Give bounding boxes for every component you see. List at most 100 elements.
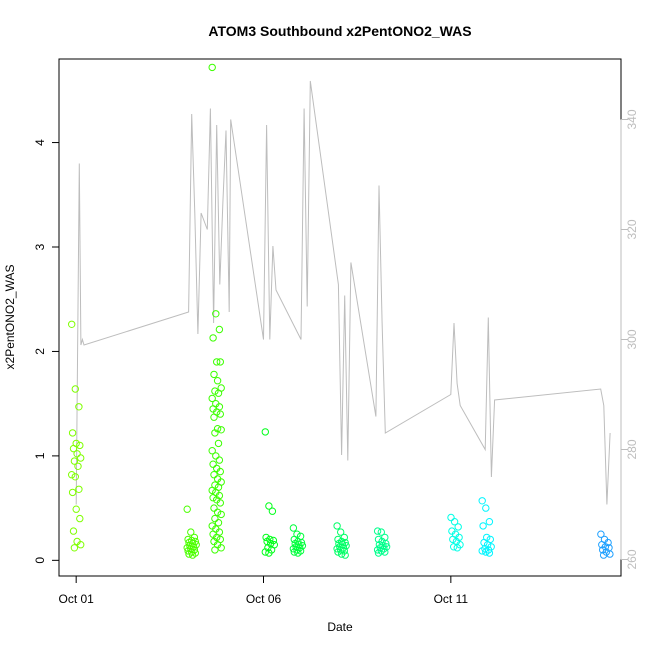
data-point (68, 429, 77, 437)
data-point (215, 325, 224, 334)
data-point (68, 488, 77, 497)
data-point (261, 548, 269, 556)
data-point (485, 518, 494, 526)
data-point (373, 527, 382, 535)
data-point (261, 428, 269, 436)
data-point (71, 473, 80, 481)
data-point (71, 385, 80, 393)
data-point (333, 545, 341, 553)
data-point (208, 447, 216, 455)
data-point (262, 533, 270, 542)
y2-tick-label: 320 (625, 219, 639, 239)
data-point (68, 471, 76, 479)
y-tick-label: 3 (33, 243, 47, 250)
data-point (294, 549, 302, 557)
y2-tick-label: 260 (625, 549, 639, 569)
data-point (333, 522, 341, 530)
y2-tick-label: 300 (625, 329, 639, 349)
data-point (209, 494, 217, 502)
data-point (212, 452, 220, 460)
data-point (70, 457, 79, 465)
data-point (341, 551, 349, 559)
y2-tick-label: 280 (625, 439, 639, 459)
data-point (479, 522, 487, 530)
data-point (211, 546, 219, 554)
data-point (77, 541, 85, 549)
data-point (213, 377, 222, 385)
data-point (216, 358, 225, 366)
data-point (75, 403, 83, 411)
data-point (597, 530, 605, 538)
data-point (69, 444, 78, 453)
data-point (217, 510, 225, 519)
data-point (478, 497, 486, 505)
data-point (485, 549, 494, 557)
data-point (210, 504, 218, 512)
data-point (68, 320, 76, 328)
data-point (76, 441, 84, 450)
data-point (209, 334, 217, 342)
data-point (216, 410, 225, 418)
data-point (289, 524, 298, 532)
y-axis-label: x2PentONO2_WAS (3, 265, 17, 370)
data-point (290, 535, 298, 544)
data-point (450, 543, 458, 551)
data-point (214, 439, 223, 448)
chart-axes: 0 1 2 3 4 260 280 300 320 340 Oct 01 Oct 06 Oct 11 (33, 109, 639, 606)
data-point (211, 387, 219, 395)
data-point (334, 548, 342, 556)
data-point (183, 505, 191, 513)
data-point (265, 549, 273, 557)
data-point (265, 502, 273, 510)
data-point (216, 467, 225, 476)
data-point (214, 519, 223, 527)
data-point (482, 504, 490, 512)
data-point (184, 547, 192, 555)
data-point (77, 454, 85, 462)
data-point (217, 426, 225, 434)
data-point (72, 505, 80, 513)
data-point (337, 528, 345, 536)
data-point (599, 546, 607, 554)
data-point (215, 456, 224, 464)
data-point (374, 535, 383, 544)
data-point (377, 528, 385, 536)
data-point (188, 551, 197, 559)
data-point (185, 550, 193, 558)
x-tick-label: Oct 11 (434, 592, 469, 606)
data-point (478, 547, 486, 555)
y-tick-label: 2 (33, 348, 47, 355)
data-point (334, 535, 342, 544)
data-point (73, 450, 81, 458)
series-line-right-axis (75, 80, 611, 505)
data-point (74, 462, 82, 470)
x-axis-label: Date (327, 620, 353, 634)
data-point (216, 499, 225, 507)
data-point (449, 535, 457, 544)
data-point (75, 485, 83, 493)
data-point (69, 527, 78, 535)
data-point (482, 548, 490, 556)
data-point (290, 548, 298, 556)
data-point (213, 508, 222, 516)
data-point (450, 518, 459, 526)
data-point (337, 550, 346, 558)
data-point (598, 541, 606, 549)
data-point (599, 551, 608, 559)
data-point (211, 514, 219, 523)
data-point (374, 549, 383, 557)
data-point (208, 63, 216, 72)
data-point (213, 358, 221, 366)
data-point (214, 389, 223, 397)
x-tick-label: Oct 01 (58, 592, 94, 606)
data-point (210, 413, 218, 421)
data-point (454, 523, 462, 531)
x-tick-label: Oct 06 (246, 592, 282, 606)
data-point (289, 545, 298, 553)
y-tick-label: 1 (33, 452, 47, 459)
data-point (268, 507, 277, 515)
data-point (217, 544, 225, 552)
data-point (211, 429, 219, 437)
data-point (212, 310, 220, 318)
